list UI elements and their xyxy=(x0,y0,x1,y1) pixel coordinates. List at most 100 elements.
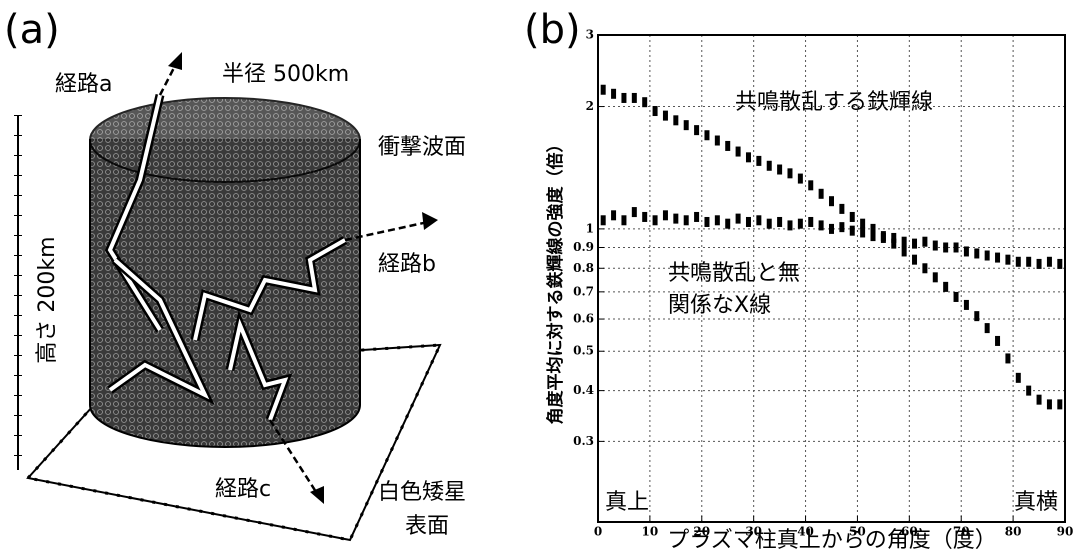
data-point xyxy=(611,210,616,220)
data-point xyxy=(954,292,959,302)
data-point xyxy=(839,222,844,232)
data-point xyxy=(1016,257,1021,267)
data-point xyxy=(860,227,865,237)
data-point xyxy=(798,174,803,184)
data-point xyxy=(1026,386,1031,396)
data-point xyxy=(1026,257,1031,267)
surface-label: 表面 xyxy=(405,514,449,539)
data-point xyxy=(912,239,917,249)
data-point xyxy=(850,226,855,236)
data-point xyxy=(746,152,751,162)
data-point xyxy=(881,233,886,243)
y-tick-label: 0.6 xyxy=(573,312,594,326)
shock-label: 衝撃波面 xyxy=(378,135,466,160)
data-point xyxy=(673,115,678,125)
data-point xyxy=(715,136,720,146)
data-point xyxy=(736,214,741,224)
panel-label: (b) xyxy=(524,7,581,53)
data-point xyxy=(777,217,782,227)
annotation: 真横 xyxy=(1014,490,1058,515)
data-point xyxy=(964,300,969,310)
data-point xyxy=(985,251,990,261)
data-point xyxy=(642,212,647,222)
data-point xyxy=(954,242,959,252)
data-point xyxy=(839,204,844,214)
data-point xyxy=(715,215,720,225)
panel-a: (a) 経路a 半径 500km 衝撃波面 経路b 高さ 200km 経路c 白… xyxy=(4,7,466,540)
data-point xyxy=(653,215,658,225)
data-point xyxy=(1057,399,1062,409)
panel-label: (a) xyxy=(4,7,60,53)
y-tick-label: 1 xyxy=(586,221,594,235)
data-point xyxy=(1016,373,1021,383)
data-point xyxy=(1037,259,1042,269)
data-point xyxy=(922,237,927,247)
column-top xyxy=(90,98,360,182)
data-point xyxy=(621,215,626,225)
data-point xyxy=(829,224,834,234)
data-point xyxy=(601,215,606,225)
data-point xyxy=(663,210,668,220)
data-point xyxy=(694,125,699,135)
data-point xyxy=(871,231,876,241)
data-point xyxy=(808,217,813,227)
data-point xyxy=(798,219,803,229)
data-point xyxy=(850,212,855,222)
data-point xyxy=(684,215,689,225)
y-tick-label: 0.3 xyxy=(573,434,594,448)
data-point xyxy=(767,161,772,171)
data-point xyxy=(1005,255,1010,265)
x-tick-label: 10 xyxy=(642,525,659,539)
data-point xyxy=(694,212,699,222)
y-tick-label: 0.4 xyxy=(573,383,594,397)
data-point xyxy=(632,207,637,217)
data-point xyxy=(974,311,979,321)
data-point xyxy=(787,220,792,230)
x-axis-title: プラズマ柱真上からの角度（度） xyxy=(667,528,997,553)
data-point xyxy=(808,180,813,190)
data-point xyxy=(704,130,709,140)
data-point xyxy=(704,217,709,227)
data-point xyxy=(974,248,979,258)
x-tick-label: 50 xyxy=(849,525,866,539)
data-point xyxy=(860,219,865,229)
data-point xyxy=(725,219,730,229)
data-point xyxy=(985,323,990,333)
radius-label: 半径 500km xyxy=(222,62,349,87)
data-point xyxy=(663,111,668,121)
data-point xyxy=(653,106,658,116)
data-point xyxy=(933,241,938,251)
data-point xyxy=(933,272,938,282)
data-point xyxy=(1037,395,1042,405)
x-tick-label: 30 xyxy=(745,525,762,539)
data-point xyxy=(767,219,772,229)
data-point xyxy=(777,165,782,175)
data-point xyxy=(725,141,730,151)
height-label: 高さ 200km xyxy=(35,236,60,363)
x-tick-label: 90 xyxy=(1057,525,1074,539)
x-tick-label: 20 xyxy=(693,525,710,539)
data-point xyxy=(736,147,741,157)
data-point xyxy=(943,282,948,292)
y-tick-label: 3 xyxy=(586,28,594,42)
path-label: 経路b xyxy=(378,252,436,277)
surface-label: 白色矮星 xyxy=(378,480,466,505)
data-point xyxy=(912,255,917,265)
path-label: 経路c xyxy=(215,477,271,502)
x-tick-label: 80 xyxy=(1005,525,1022,539)
x-tick-label: 70 xyxy=(953,525,970,539)
data-point xyxy=(829,196,834,206)
data-point xyxy=(819,189,824,199)
data-point xyxy=(943,242,948,252)
data-point xyxy=(746,217,751,227)
data-point xyxy=(964,246,969,256)
data-point xyxy=(642,97,647,107)
annotation: 真上 xyxy=(605,490,649,515)
data-point xyxy=(756,215,761,225)
x-tick-label: 0 xyxy=(594,525,602,539)
y-tick-label: 0.8 xyxy=(573,261,594,275)
data-point xyxy=(673,214,678,224)
series-label: 共鳴散乱と無関係なX線 xyxy=(668,258,803,322)
series-label: 共鳴散乱する鉄輝線 xyxy=(735,90,933,115)
data-point xyxy=(611,89,616,99)
